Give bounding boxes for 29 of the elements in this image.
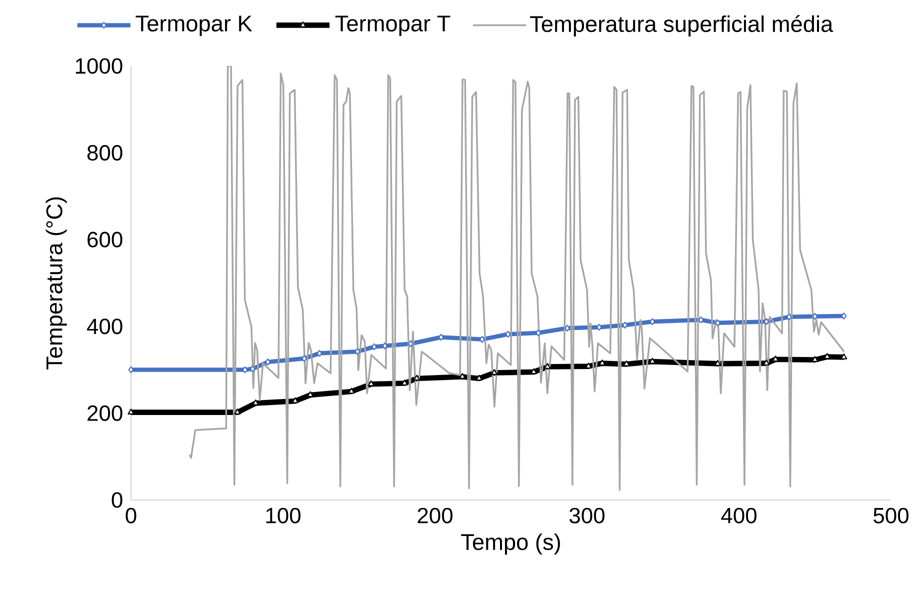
point bbox=[490, 369, 498, 375]
line-series bbox=[188, 66, 845, 491]
x-tick-label: 300 bbox=[569, 508, 604, 524]
point bbox=[234, 408, 241, 414]
point bbox=[564, 324, 570, 332]
y-tick-label: 200 bbox=[88, 405, 122, 421]
point bbox=[714, 319, 720, 326]
x-tick-label: 400 bbox=[721, 508, 756, 524]
point bbox=[544, 363, 551, 369]
y-tick-label: 0 bbox=[112, 492, 122, 508]
point bbox=[841, 312, 847, 320]
point bbox=[302, 355, 308, 362]
y-tick-label: 800 bbox=[87, 145, 122, 161]
y-tick-label: 400 bbox=[86, 318, 122, 334]
legend-label: Temperatura superficial média bbox=[530, 15, 834, 37]
x-tick-label: 500 bbox=[874, 508, 908, 524]
x-tick-label: 100 bbox=[266, 508, 300, 524]
y-tick-label: 600 bbox=[88, 232, 122, 248]
x-tick-label: 200 bbox=[418, 508, 452, 524]
y-tick-label: 1000 bbox=[76, 58, 122, 74]
legend-label: Termopar K bbox=[136, 16, 252, 36]
point bbox=[382, 342, 388, 350]
legend-label: Termopar T bbox=[335, 16, 450, 36]
x-tick-label: 0 bbox=[126, 508, 136, 524]
x-axis-title: Tempo (s) bbox=[461, 533, 560, 555]
y-axis-title: Temperatura (°C) bbox=[46, 197, 67, 370]
point bbox=[408, 340, 414, 348]
point bbox=[413, 374, 420, 381]
point bbox=[764, 318, 770, 326]
